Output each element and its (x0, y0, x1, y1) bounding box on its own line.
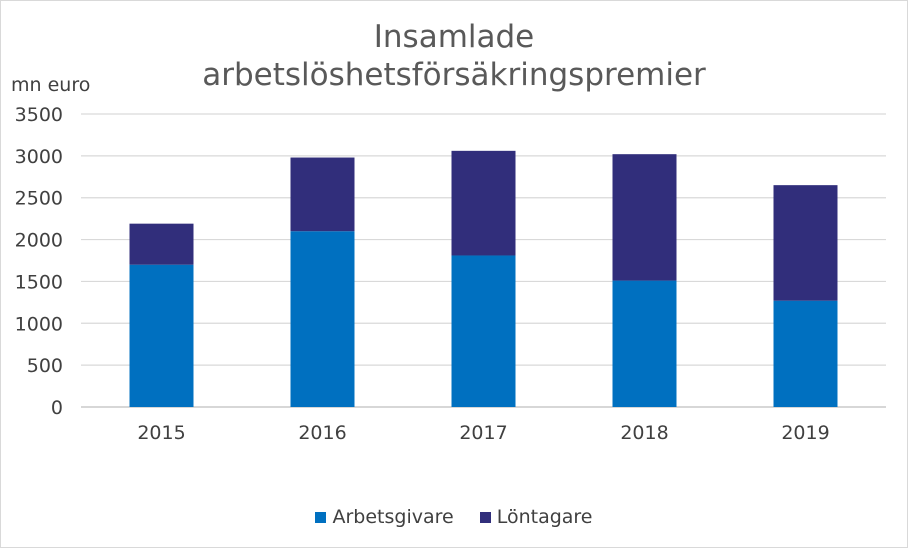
bar-l-ntagare-2016 (290, 157, 355, 232)
y-tick-label: 1000 (15, 313, 63, 335)
legend-label-arbetsgivare: Arbetsgivare (332, 506, 454, 528)
legend-swatch-lontagare (479, 511, 491, 523)
y-tick-label: 500 (27, 355, 63, 377)
bar-l-ntagare-2018 (612, 154, 677, 281)
y-axis-unit-label: mn euro (11, 74, 91, 96)
y-tick-label: 3000 (15, 146, 63, 168)
x-tick-label: 2019 (781, 422, 829, 444)
x-tick-label: 2015 (137, 422, 185, 444)
bar-arbetsgivare-2018 (612, 280, 677, 407)
y-tick-label: 0 (51, 397, 63, 419)
bar-l-ntagare-2019 (773, 185, 838, 301)
bar-arbetsgivare-2016 (290, 231, 355, 407)
y-tick-label: 2500 (15, 188, 63, 210)
y-tick-label: 1500 (15, 271, 63, 293)
bar-l-ntagare-2015 (129, 223, 194, 265)
legend-item-arbetsgivare: Arbetsgivare (315, 506, 454, 528)
chart-title-line-1: Insamlade (373, 19, 535, 55)
legend: Arbetsgivare Löntagare (1, 506, 907, 528)
x-tick-label: 2018 (620, 422, 668, 444)
legend-label-lontagare: Löntagare (496, 506, 593, 528)
legend-item-lontagare: Löntagare (479, 506, 593, 528)
x-tick-label: 2016 (298, 422, 346, 444)
y-tick-label: 2000 (15, 230, 63, 252)
bar-arbetsgivare-2019 (773, 300, 838, 407)
bar-arbetsgivare-2017 (451, 255, 516, 407)
y-tick-label: 3500 (15, 104, 63, 126)
chart-title-line-2: arbetslöshetsförsäkringspremier (202, 57, 706, 93)
chart-title: Insamlade arbetslöshetsförsäkringspremie… (1, 18, 907, 94)
bar-arbetsgivare-2015 (129, 264, 194, 407)
bar-l-ntagare-2017 (451, 150, 516, 256)
x-tick-label: 2017 (459, 422, 507, 444)
legend-swatch-arbetsgivare (315, 511, 327, 523)
